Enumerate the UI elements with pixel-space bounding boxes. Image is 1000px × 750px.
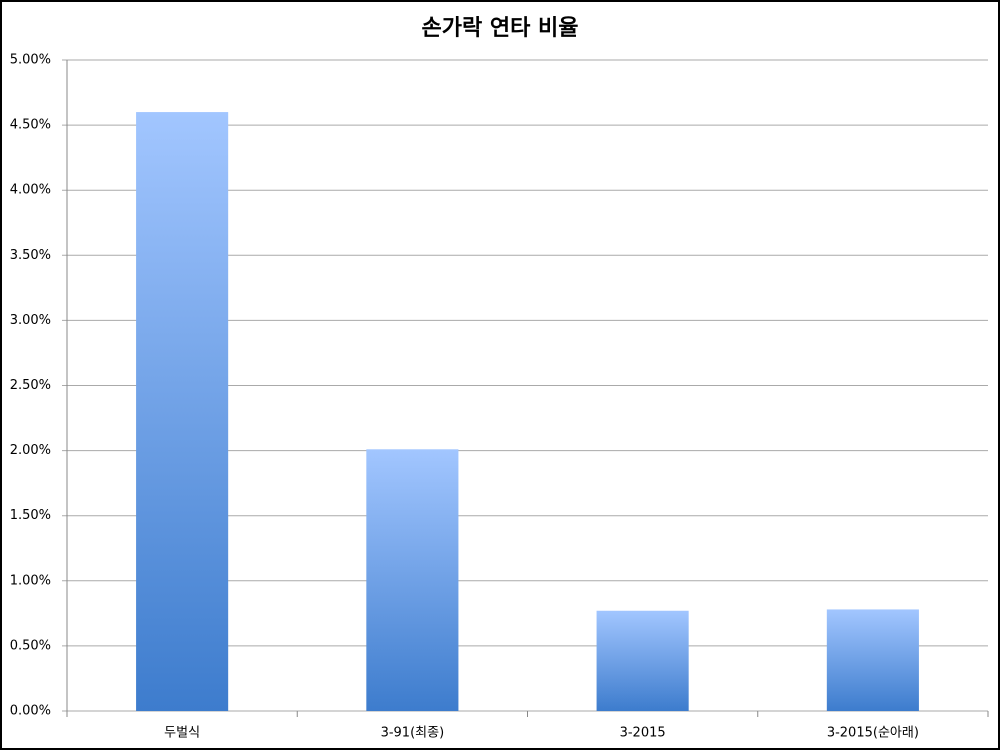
x-tick-label: 3-91(최종) [381, 726, 445, 741]
y-tick-label: 5.00% [10, 53, 51, 68]
y-tick-label: 1.00% [10, 573, 51, 588]
y-tick-label: 1.50% [10, 508, 51, 523]
plot: 0.00% 0.50% 1.00% 1.50% 2.00% 2.50% 3.00% 3.50%… [10, 53, 989, 741]
x-tick-label: 3-2015 [620, 726, 666, 741]
y-tick-label: 4.50% [10, 118, 51, 133]
y-tick-label: 3.00% [10, 313, 51, 328]
chart-title: 손가락 연타 비율 [422, 16, 579, 41]
x-tick-label: 두벌식 [164, 726, 200, 741]
y-tick-label: 4.00% [10, 183, 51, 198]
y-tick-label: 2.00% [10, 443, 51, 458]
bar [366, 449, 459, 711]
bar [136, 112, 229, 711]
x-tick-label: 3-2015(순아래) [827, 726, 919, 741]
y-tick-label: 2.50% [10, 378, 51, 393]
y-tick-label: 0.00% [10, 704, 51, 719]
bar [826, 609, 919, 711]
y-tick-label: 0.50% [10, 638, 51, 653]
y-tick-label: 3.50% [10, 248, 51, 263]
bar [596, 610, 689, 711]
